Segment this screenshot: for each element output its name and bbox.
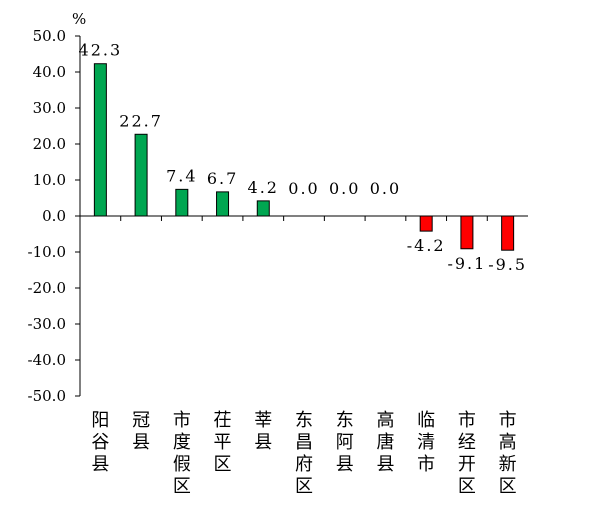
category-label: 市经开区	[458, 410, 476, 497]
bar	[175, 188, 189, 217]
data-label: -4.2	[407, 236, 446, 255]
bar	[501, 215, 515, 251]
y-tick-label: 30.0	[33, 99, 66, 117]
data-label: 0.0	[329, 179, 360, 198]
bar	[419, 215, 433, 232]
category-label: 莘县	[254, 410, 272, 453]
bar	[134, 133, 148, 217]
data-label: -9.5	[488, 255, 527, 274]
data-label: 42.3	[79, 41, 123, 60]
y-tick-label: 0.0	[42, 207, 66, 225]
y-tick-label: -30.0	[28, 315, 66, 333]
category-label: 茌平区	[214, 410, 232, 475]
y-axis-unit-label: %	[72, 10, 86, 28]
y-tick-label: -50.0	[28, 387, 66, 405]
category-label: 东昌府区	[295, 410, 313, 497]
category-label: 阳谷县	[91, 410, 109, 475]
data-label: 0.0	[288, 179, 319, 198]
data-label: 22.7	[119, 111, 163, 130]
bar	[460, 215, 474, 250]
category-label: 高唐县	[376, 410, 394, 475]
bar	[256, 200, 270, 217]
y-tick-label: 50.0	[33, 27, 66, 45]
y-tick-label: -10.0	[28, 243, 66, 261]
y-tick-label: -20.0	[28, 279, 66, 297]
category-label: 临清市	[417, 410, 435, 475]
data-label: 6.7	[207, 169, 238, 188]
category-label: 冠县	[132, 410, 150, 453]
category-label: 东阿县	[336, 410, 354, 475]
bar	[93, 63, 107, 217]
data-label: 0.0	[370, 179, 401, 198]
data-label: -9.1	[447, 254, 486, 273]
y-tick-label: 40.0	[33, 63, 66, 81]
data-label: 7.4	[166, 166, 197, 185]
y-tick-label: 20.0	[33, 135, 66, 153]
data-label: 4.2	[248, 178, 279, 197]
y-tick-label: -40.0	[28, 351, 66, 369]
category-label: 市度假区	[173, 410, 191, 497]
category-label: 市高新区	[499, 410, 517, 497]
y-tick-label: 10.0	[33, 171, 66, 189]
bar	[216, 191, 230, 217]
